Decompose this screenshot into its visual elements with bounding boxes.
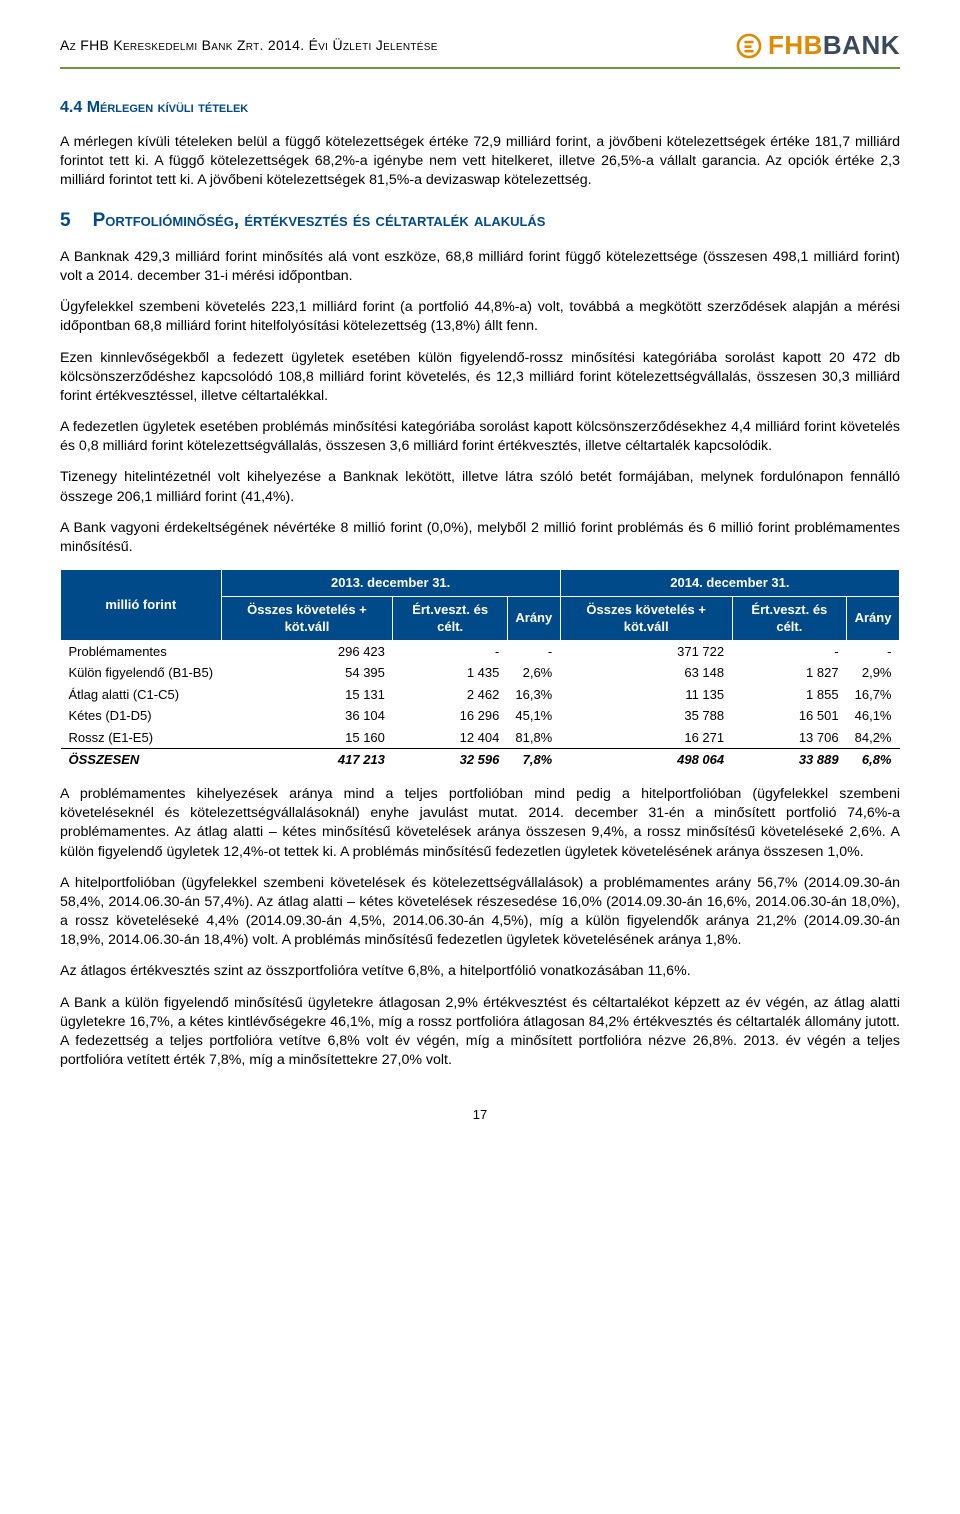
logo-bank: BANK	[823, 30, 900, 60]
cell: 1 855	[732, 684, 846, 706]
cell: 417 213	[221, 749, 393, 771]
heading-5: 5 Portfolióminőség, értékvesztés és célt…	[60, 208, 900, 234]
cell: 84,2%	[847, 727, 900, 749]
cell-label: Problémamentes	[61, 640, 222, 662]
sec5-p3: Ezen kinnlevőségekből a fedezett ügylete…	[60, 349, 900, 407]
after-p1: A problémamentes kihelyezések aránya min…	[60, 785, 900, 862]
th-group-2014: 2014. december 31.	[560, 570, 899, 597]
page-header: Az FHB Kereskedelmi Bank Zrt. 2014. Évi …	[60, 28, 900, 69]
cell: 54 395	[221, 662, 393, 684]
after-p2: A hitelportfolióban (ügyfelekkel szemben…	[60, 874, 900, 951]
cell: 16 296	[393, 705, 507, 727]
table-row: Rossz (E1-E5)15 16012 40481,8%16 27113 7…	[61, 727, 900, 749]
cell: 63 148	[560, 662, 732, 684]
cell: 2,9%	[847, 662, 900, 684]
cell: 16 501	[732, 705, 846, 727]
cell: 16,3%	[507, 684, 560, 706]
table-row: Külön figyelendő (B1-B5)54 3951 4352,6%6…	[61, 662, 900, 684]
cell: 1 827	[732, 662, 846, 684]
sec5-p5: Tizenegy hitelintézetnél volt kihelyezés…	[60, 468, 900, 506]
logo-text: FHBBANK	[768, 28, 900, 63]
doc-title: Az FHB Kereskedelmi Bank Zrt. 2014. Évi …	[60, 36, 438, 55]
ratings-table-head: millió forint 2013. december 31. 2014. d…	[61, 570, 900, 641]
th-2014-total: Összes követelés + köt.váll	[560, 596, 732, 640]
cell: 13 706	[732, 727, 846, 749]
th-2013-ratio: Arány	[507, 596, 560, 640]
heading-5-num: 5	[60, 208, 71, 234]
cell: -	[393, 640, 507, 662]
cell: -	[732, 640, 846, 662]
cell: 7,8%	[507, 749, 560, 771]
ratings-table: millió forint 2013. december 31. 2014. d…	[60, 569, 900, 771]
ratings-table-body: Problémamentes296 423--371 722--Külön fi…	[61, 640, 900, 771]
cell: 498 064	[560, 749, 732, 771]
cell-label: Rossz (E1-E5)	[61, 727, 222, 749]
sec44-p1: A mérlegen kívüli tételeken belül a függ…	[60, 133, 900, 191]
cell: 11 135	[560, 684, 732, 706]
cell-label: ÖSSZESEN	[61, 749, 222, 771]
cell-label: Átlag alatti (C1-C5)	[61, 684, 222, 706]
logo-icon	[736, 33, 762, 59]
logo: FHBBANK	[736, 28, 900, 63]
table-row: Átlag alatti (C1-C5)15 1312 46216,3%11 1…	[61, 684, 900, 706]
th-2013-loss: Ért.veszt. és célt.	[393, 596, 507, 640]
th-2014-ratio: Arány	[847, 596, 900, 640]
sec5-p6: A Bank vagyoni érdekeltségének névértéke…	[60, 519, 900, 557]
cell: 45,1%	[507, 705, 560, 727]
table-row: Kétes (D1-D5)36 10416 29645,1%35 78816 5…	[61, 705, 900, 727]
th-2013-total: Összes követelés + köt.váll	[221, 596, 393, 640]
cell: 46,1%	[847, 705, 900, 727]
sec5-p2: Ügyfelekkel szembeni követelés 223,1 mil…	[60, 298, 900, 336]
cell: 2 462	[393, 684, 507, 706]
sec5-p4: A fedezetlen ügyletek esetében problémás…	[60, 418, 900, 456]
cell: 12 404	[393, 727, 507, 749]
cell: 15 160	[221, 727, 393, 749]
cell: 6,8%	[847, 749, 900, 771]
heading-4-4: 4.4 Mérlegen kívüli tételek	[60, 97, 900, 119]
sec5-p1: A Banknak 429,3 milliárd forint minősíté…	[60, 248, 900, 286]
th-group-2013: 2013. december 31.	[221, 570, 560, 597]
cell-label: Külön figyelendő (B1-B5)	[61, 662, 222, 684]
th-2014-loss: Ért.veszt. és célt.	[732, 596, 846, 640]
cell: 35 788	[560, 705, 732, 727]
cell: 296 423	[221, 640, 393, 662]
table-row-total: ÖSSZESEN417 21332 5967,8%498 06433 8896,…	[61, 749, 900, 771]
table-row: Problémamentes296 423--371 722--	[61, 640, 900, 662]
cell: 32 596	[393, 749, 507, 771]
page: Az FHB Kereskedelmi Bank Zrt. 2014. Évi …	[0, 0, 960, 1164]
cell: 36 104	[221, 705, 393, 727]
cell: 371 722	[560, 640, 732, 662]
cell: 2,6%	[507, 662, 560, 684]
page-number: 17	[60, 1106, 900, 1124]
cell: -	[507, 640, 560, 662]
th-unit: millió forint	[61, 570, 222, 641]
cell: 15 131	[221, 684, 393, 706]
cell: -	[847, 640, 900, 662]
cell: 33 889	[732, 749, 846, 771]
cell: 16 271	[560, 727, 732, 749]
heading-5-title: Portfolióminőség, értékvesztés és céltar…	[93, 208, 546, 234]
cell-label: Kétes (D1-D5)	[61, 705, 222, 727]
after-p3: Az átlagos értékvesztés szint az összpor…	[60, 962, 900, 981]
cell: 16,7%	[847, 684, 900, 706]
cell: 1 435	[393, 662, 507, 684]
cell: 81,8%	[507, 727, 560, 749]
after-p4: A Bank a külön figyelendő minősítésű ügy…	[60, 994, 900, 1071]
logo-fhb: FHB	[768, 30, 823, 60]
